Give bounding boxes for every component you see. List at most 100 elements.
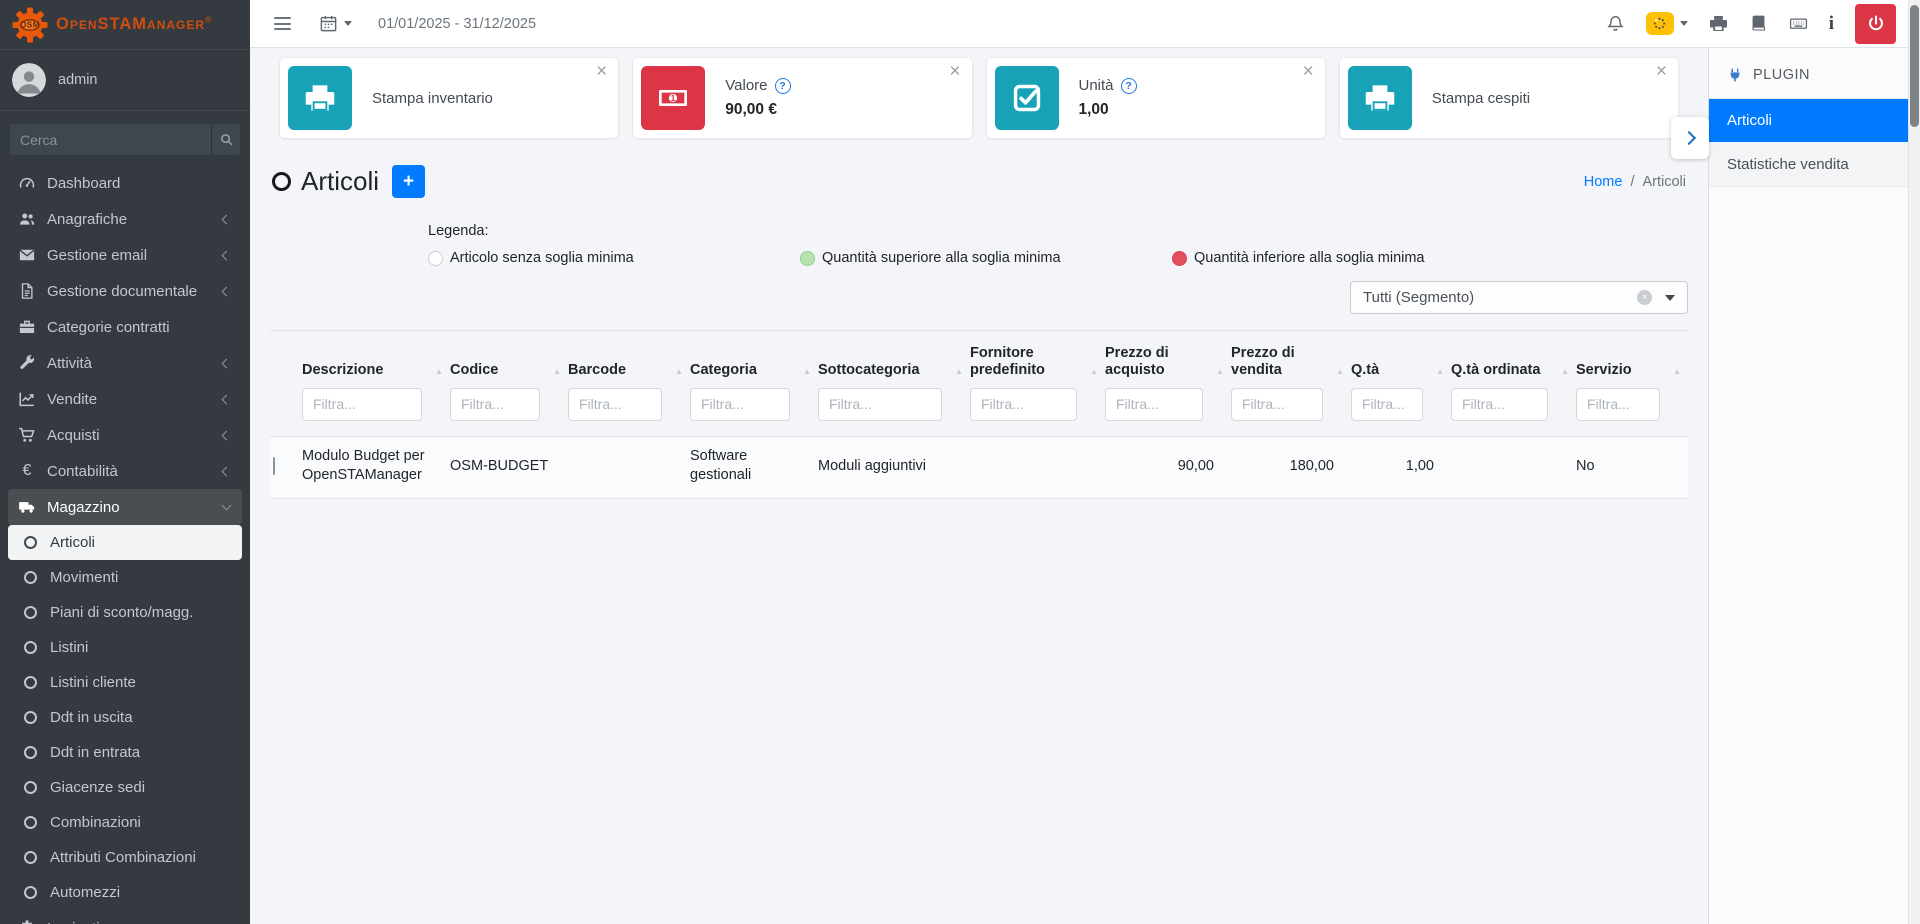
column-header-categoria[interactable]: Categoria ▲ <box>690 362 811 379</box>
help-icon[interactable]: ? <box>774 77 791 94</box>
card-label: Unità <box>1078 77 1114 94</box>
filter-input-servizio[interactable] <box>1576 387 1660 421</box>
search-button[interactable] <box>211 124 240 155</box>
stat-cards: Stampa inventario × 1 Valore ? 90,00 € × <box>270 58 1688 138</box>
user-panel[interactable]: admin <box>0 50 250 111</box>
sidebar-item-vendite[interactable]: Vendite <box>8 381 242 417</box>
sidebar-item-gestione-email[interactable]: Gestione email <box>8 237 242 273</box>
spinner-icon <box>1645 12 1674 35</box>
column-header-codice[interactable]: Codice ▲ <box>450 362 561 379</box>
filter-input-prezzo-vendita[interactable] <box>1231 387 1323 421</box>
help-icon[interactable]: ? <box>1120 77 1137 94</box>
sidebar-item-acquisti[interactable]: Acquisti <box>8 417 242 453</box>
card-stampa-inventario[interactable]: Stampa inventario × <box>280 58 619 138</box>
puzzle-icon <box>16 919 38 924</box>
segment-select[interactable]: Tutti (Segmento) × <box>1350 281 1688 314</box>
docs-button[interactable] <box>1749 14 1768 33</box>
column-header-prezzo-di-acquisto[interactable]: Prezzo di acquisto ▲ <box>1105 345 1224 379</box>
filter-input-qta-ordinata[interactable] <box>1451 387 1548 421</box>
sidebar-item-anagrafiche[interactable]: Anagrafiche <box>8 201 242 237</box>
sidebar-item-categorie-contratti[interactable]: Categorie contratti <box>8 309 242 345</box>
period-picker-button[interactable] <box>319 14 352 33</box>
filter-input-fornitore[interactable] <box>970 387 1077 421</box>
sidebar-subitem-movimenti[interactable]: Movimenti <box>8 560 242 595</box>
logout-button[interactable] <box>1855 3 1896 44</box>
circle-icon <box>24 711 37 724</box>
sidebar-item-label: Gestione email <box>47 246 148 264</box>
plugin-panel-toggle-button[interactable] <box>1671 117 1709 159</box>
updates-status-button[interactable] <box>1645 12 1688 35</box>
sidebar-item-label: Impianti <box>47 920 100 924</box>
sidebar-item-gestione-documentale[interactable]: Gestione documentale <box>8 273 242 309</box>
sidebar-subitem-articoli[interactable]: Articoli <box>8 525 242 560</box>
card-label: Valore <box>725 77 768 94</box>
sidebar-item-label: Acquisti <box>47 426 100 444</box>
sidebar-subitem-giacenze-sedi[interactable]: Giacenze sedi <box>8 770 242 805</box>
column-header-sottocategoria[interactable]: Sottocategoria ▲ <box>818 362 963 379</box>
filter-input-sottocategoria[interactable] <box>818 387 942 421</box>
card-label: Stampa inventario <box>372 89 493 107</box>
sidebar-subitem-automezzi[interactable]: Automezzi <box>8 875 242 910</box>
card-stampa-cespiti[interactable]: Stampa cespiti × <box>1339 58 1678 138</box>
sidebar-item-impianti[interactable]: Impianti <box>8 910 242 924</box>
sidebar-subitem-label: Listini <box>50 639 89 656</box>
sidebar-item-contabilita[interactable]: € Contabilità <box>8 453 242 489</box>
close-icon[interactable]: × <box>949 61 961 82</box>
plugin-tab-articoli[interactable]: Articoli <box>1709 99 1908 143</box>
table-header: Descrizione ▲ Codice ▲ Barcode ▲ Categoria ▲… <box>270 345 1688 380</box>
filter-input-descrizione[interactable] <box>302 387 422 421</box>
date-range[interactable]: 01/01/2025 - 31/12/2025 <box>378 15 537 32</box>
column-header-prezzo-di-vendita[interactable]: Prezzo di vendita ▲ <box>1231 345 1344 379</box>
column-header-qta-ordinata[interactable]: Q.tà ordinata ▲ <box>1451 362 1569 379</box>
sidebar-subitem-ddt-in-entrata[interactable]: Ddt in entrata <box>8 735 242 770</box>
scrollbar-thumb[interactable] <box>1910 5 1919 127</box>
sidebar-item-magazzino[interactable]: Magazzino <box>8 489 242 525</box>
sidebar-subitem-attributi-combinazioni[interactable]: Attributi Combinazioni <box>8 840 242 875</box>
notifications-bell-button[interactable] <box>1606 14 1625 33</box>
column-header-barcode[interactable]: Barcode ▲ <box>568 362 683 379</box>
sidebar-item-attivita[interactable]: Attività <box>8 345 242 381</box>
brand[interactable]: OSM OpenSTAManager® <box>0 0 250 50</box>
table-row[interactable]: Modulo Budget per OpenSTAManager OSM-BUD… <box>270 435 1688 499</box>
shortcuts-button[interactable] <box>1789 14 1808 33</box>
circle-icon <box>24 781 37 794</box>
sidebar-subitem-combinazioni[interactable]: Combinazioni <box>8 805 242 840</box>
column-header-descrizione[interactable]: Descrizione ▲ <box>302 362 443 379</box>
sidebar-subitem-listini[interactable]: Listini <box>8 630 242 665</box>
table-divider <box>270 330 1688 331</box>
sidebar-item-dashboard[interactable]: Dashboard <box>8 165 242 201</box>
filter-input-codice[interactable] <box>450 387 540 421</box>
filter-input-barcode[interactable] <box>568 387 662 421</box>
breadcrumb-home-link[interactable]: Home <box>1583 173 1623 190</box>
green-dot-icon <box>800 250 815 266</box>
sidebar-subitem-piani-di-sconto[interactable]: Piani di sconto/magg. <box>8 595 242 630</box>
plugin-panel: PLUGIN Articoli Statistiche vendita <box>1708 48 1908 924</box>
close-icon[interactable]: × <box>1302 61 1314 82</box>
filter-input-categoria[interactable] <box>690 387 790 421</box>
column-header-qta[interactable]: Q.tà ▲ <box>1351 362 1444 379</box>
column-header-fornitore-predefinito[interactable]: Fornitore predefinito ▲ <box>970 345 1098 379</box>
sidebar-toggle-button[interactable] <box>272 13 293 34</box>
registered-mark: ® <box>205 15 212 25</box>
sidebar-subitem-ddt-in-uscita[interactable]: Ddt in uscita <box>8 700 242 735</box>
svg-text:1: 1 <box>671 93 676 103</box>
close-icon[interactable]: × <box>596 61 608 82</box>
print-button[interactable] <box>1709 14 1728 33</box>
column-header-servizio[interactable]: Servizio ▲ <box>1576 362 1681 379</box>
search-input[interactable] <box>10 124 211 155</box>
sidebar-subitem-listini-cliente[interactable]: Listini cliente <box>8 665 242 700</box>
add-record-button[interactable]: + <box>392 165 426 198</box>
circle-icon <box>24 746 37 759</box>
circle-icon <box>24 676 37 689</box>
sidebar-item-label: Contabilità <box>47 462 118 480</box>
clear-icon[interactable]: × <box>1637 290 1652 305</box>
close-icon[interactable]: × <box>1655 61 1667 82</box>
row-checkbox[interactable] <box>273 457 275 476</box>
magazzino-submenu: Articoli Movimenti Piani di sconto/magg.… <box>8 525 242 910</box>
plugin-tab-statistiche-vendita[interactable]: Statistiche vendita <box>1709 143 1908 187</box>
info-button[interactable]: i <box>1829 13 1834 35</box>
vertical-scrollbar[interactable] <box>1908 0 1920 924</box>
filter-input-qta[interactable] <box>1351 387 1423 421</box>
filter-input-prezzo-acquisto[interactable] <box>1105 387 1203 421</box>
sort-icon: ▲ <box>1436 367 1444 377</box>
